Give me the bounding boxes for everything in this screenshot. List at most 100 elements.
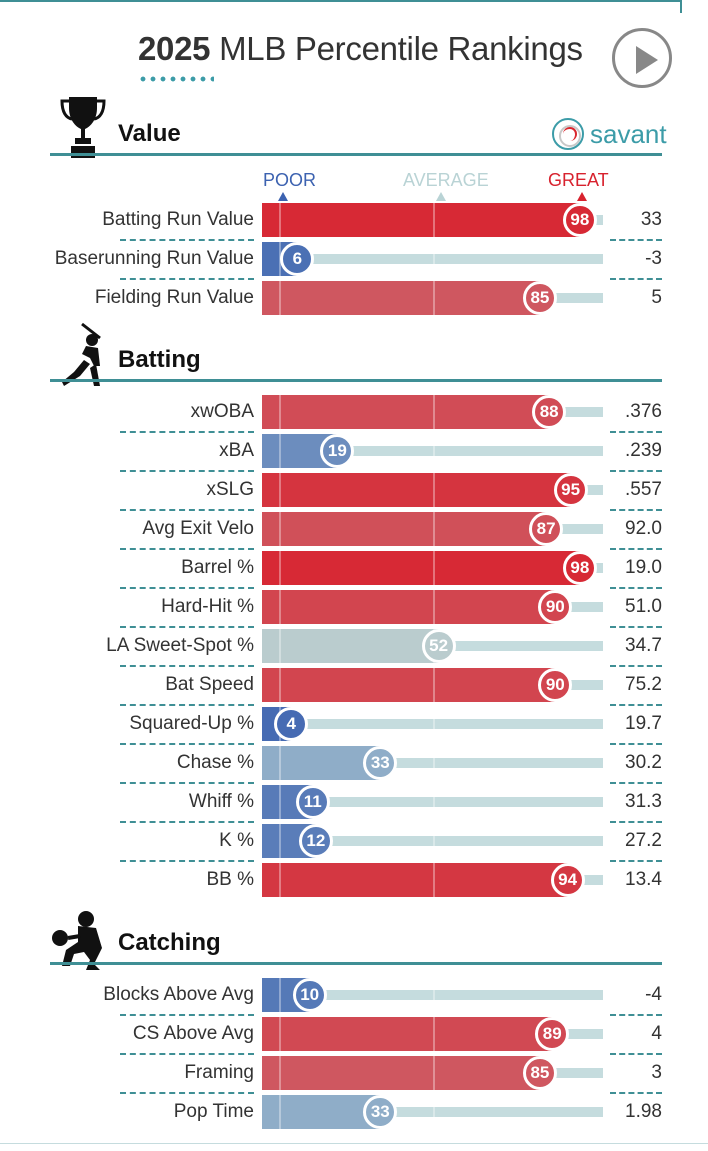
metric-label: LA Sweet-Spot % [106, 635, 254, 656]
metric-label: Batting Run Value [102, 209, 254, 230]
poor-tick [279, 746, 282, 780]
metric-row[interactable]: xSLG 95 .557 [0, 473, 708, 507]
average-tick [432, 281, 435, 315]
row-divider-left [120, 548, 254, 550]
catcher-icon [52, 911, 102, 970]
legend-average-label: AVERAGE [403, 170, 489, 190]
row-divider-right [610, 626, 662, 628]
metric-row[interactable]: Batting Run Value 98 33 [0, 203, 708, 237]
row-divider-right [610, 239, 662, 241]
metric-row[interactable]: xwOBA 88 .376 [0, 395, 708, 429]
metric-value: 5 [651, 287, 662, 308]
percentile-bar [262, 590, 556, 624]
percentile-track [262, 1107, 603, 1117]
section-title-catching: Catching [118, 929, 221, 956]
average-tick [432, 434, 435, 468]
percentile-bubble: 98 [562, 551, 597, 585]
metric-label: Avg Exit Velo [142, 518, 254, 539]
metric-row[interactable]: Chase % 33 30.2 [0, 746, 708, 780]
metric-row[interactable]: Whiff % 11 31.3 [0, 785, 708, 819]
metric-label: CS Above Avg [132, 1023, 254, 1044]
metric-value: -3 [645, 248, 662, 269]
poor-tick [279, 590, 282, 624]
row-divider-right [610, 743, 662, 745]
average-tick [432, 512, 435, 546]
row-divider-right [610, 548, 662, 550]
percentile-track [262, 254, 603, 264]
percentile-bubble: 12 [298, 824, 333, 858]
percentile-track [262, 719, 603, 729]
metric-row[interactable]: LA Sweet-Spot % 52 34.7 [0, 629, 708, 663]
section-title-value: Value [118, 120, 181, 147]
row-divider-right [610, 860, 662, 862]
average-tick [432, 203, 435, 237]
percentile-bar [262, 1056, 540, 1090]
metric-label: Barrel % [181, 557, 254, 578]
row-divider-left [120, 626, 254, 628]
row-divider-left [120, 860, 254, 862]
metric-label: Baserunning Run Value [54, 248, 254, 269]
metric-value: 34.7 [625, 635, 662, 656]
poor-tick [279, 512, 282, 546]
percentile-bar [262, 1095, 381, 1129]
percentile-bubble: 33 [363, 746, 398, 780]
row-divider-right [610, 782, 662, 784]
percentile-bar [262, 551, 580, 585]
average-tick [432, 242, 435, 276]
title-underline-dots [138, 76, 214, 82]
section-rule-catching [50, 962, 662, 965]
metric-value: 1.98 [625, 1101, 662, 1122]
metric-label: Fielding Run Value [94, 287, 254, 308]
metric-row[interactable]: Fielding Run Value 85 5 [0, 281, 708, 315]
average-tick [432, 551, 435, 585]
poor-tick [279, 434, 282, 468]
legend-poor-label: POOR [263, 170, 317, 190]
metric-row[interactable]: Avg Exit Velo 87 92.0 [0, 512, 708, 546]
savant-logo[interactable]: savant [552, 118, 667, 150]
metric-row[interactable]: Pop Time 33 1.98 [0, 1095, 708, 1129]
section-rule-value [50, 153, 662, 156]
metric-row[interactable]: BB % 94 13.4 [0, 863, 708, 897]
metric-row[interactable]: Framing 85 3 [0, 1056, 708, 1090]
metric-row[interactable]: Baserunning Run Value 6 -3 [0, 242, 708, 276]
metric-row[interactable]: CS Above Avg 89 4 [0, 1017, 708, 1051]
poor-tick [279, 668, 282, 702]
metric-value: .376 [625, 401, 662, 422]
row-divider-left [120, 587, 254, 589]
row-divider-right [610, 665, 662, 667]
percentile-track [262, 797, 603, 807]
percentile-bubble: 94 [550, 863, 585, 897]
trophy-icon [60, 97, 106, 158]
bottom-divider [0, 1143, 708, 1144]
play-icon[interactable] [612, 28, 672, 88]
metric-value: 33 [640, 209, 662, 230]
metric-value: 51.0 [625, 596, 662, 617]
percentile-bar [262, 863, 568, 897]
legend-great-arrow-icon [577, 192, 587, 201]
average-tick [432, 668, 435, 702]
metric-row[interactable]: K % 12 27.2 [0, 824, 708, 858]
metric-row[interactable]: Hard-Hit % 90 51.0 [0, 590, 708, 624]
top-frame-line [0, 0, 682, 13]
row-divider-left [120, 1053, 254, 1055]
metric-row[interactable]: Bat Speed 90 75.2 [0, 668, 708, 702]
percentile-track [262, 446, 603, 456]
legend-average: AVERAGE [403, 170, 489, 201]
poor-tick [279, 395, 282, 429]
metric-row[interactable]: Barrel % 98 19.0 [0, 551, 708, 585]
row-divider-left [120, 743, 254, 745]
row-divider-left [120, 1092, 254, 1094]
page-title: 2025 MLB Percentile Rankings [138, 30, 583, 68]
metric-row[interactable]: xBA 19 .239 [0, 434, 708, 468]
metric-row[interactable]: Blocks Above Avg 10 -4 [0, 978, 708, 1012]
row-divider-right [610, 1092, 662, 1094]
metric-row[interactable]: Squared-Up % 4 19.7 [0, 707, 708, 741]
percentile-bar [262, 281, 540, 315]
average-tick [432, 978, 435, 1012]
percentile-bar [262, 512, 547, 546]
section-title-batting: Batting [118, 346, 201, 373]
metric-value: 19.7 [625, 713, 662, 734]
metric-label: Framing [184, 1062, 254, 1083]
average-tick [432, 473, 435, 507]
percentile-bubble: 90 [538, 590, 573, 624]
